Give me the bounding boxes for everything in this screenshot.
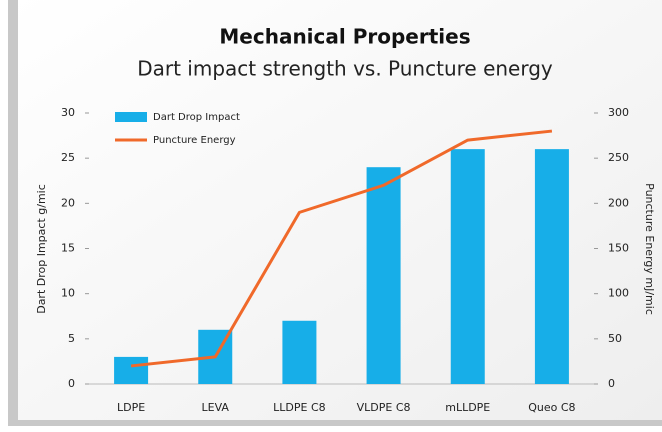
y2-tick-label: 50 xyxy=(608,332,622,345)
y2-tick-label: 100 xyxy=(608,287,629,300)
bar xyxy=(366,167,401,384)
y2-tick-label: 150 xyxy=(608,242,629,255)
y-tick-label: 25 xyxy=(61,151,75,164)
line xyxy=(130,129,553,368)
x-tick-label: LEVA xyxy=(202,401,230,414)
bar xyxy=(282,320,317,384)
y2-tick-label: 300 xyxy=(608,106,629,119)
x-tick-label: VLDPE C8 xyxy=(357,401,411,414)
bar xyxy=(114,356,149,384)
y2-tick-label: 0 xyxy=(608,377,615,390)
y-tick-label: 30 xyxy=(61,106,75,119)
x-tick-label: mLLDPE xyxy=(445,401,490,414)
chart-title: Mechanical Properties xyxy=(219,25,470,49)
x-tick-label: LLDPE C8 xyxy=(273,401,326,414)
y2-axis-title: Puncture Energy mJ/mic xyxy=(643,183,656,315)
y2-tick-label: 200 xyxy=(608,196,629,209)
y-tick-label: 0 xyxy=(68,377,75,390)
bottom-border xyxy=(8,420,662,426)
x-tick-label: LDPE xyxy=(117,401,145,414)
y-tick-label: 15 xyxy=(61,242,75,255)
legend-swatch xyxy=(115,112,147,122)
y-tick-label: 20 xyxy=(61,196,75,209)
left-border xyxy=(8,0,18,424)
x-tick-label: Queo C8 xyxy=(528,401,575,414)
y-axis-title: Dart Drop Impact g/mic xyxy=(35,184,48,314)
y-tick-label: 10 xyxy=(61,287,75,300)
y2-tick-label: 250 xyxy=(608,151,629,164)
y-tick-label: 5 xyxy=(68,332,75,345)
bar xyxy=(450,149,485,384)
legend-label: Puncture Energy xyxy=(153,135,236,146)
legend-label: Dart Drop Impact xyxy=(153,112,240,123)
bar xyxy=(534,149,569,384)
chart-subtitle: Dart impact strength vs. Puncture energy xyxy=(137,57,553,81)
